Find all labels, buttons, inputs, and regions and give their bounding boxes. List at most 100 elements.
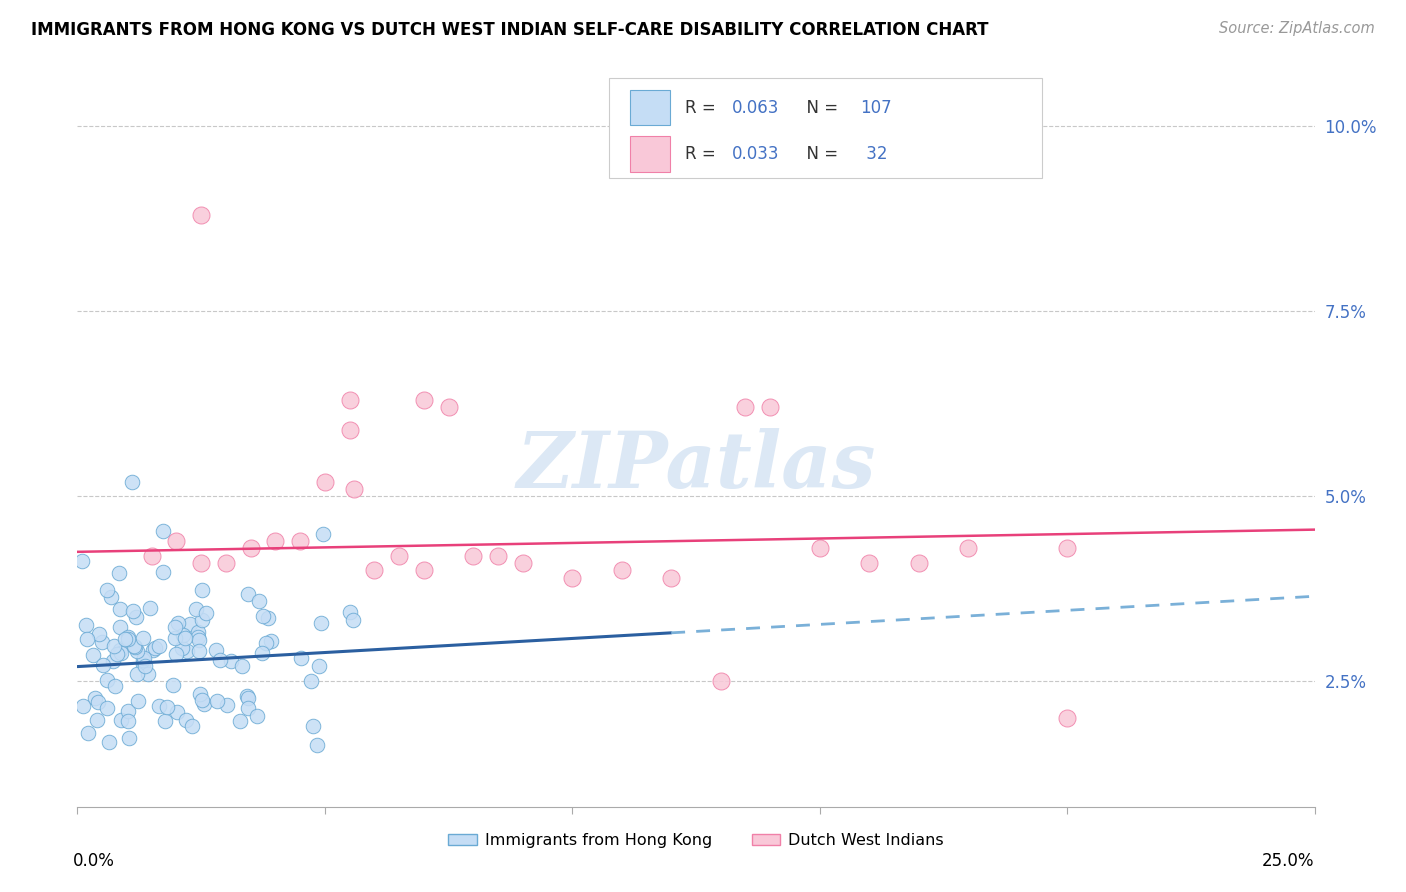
Point (288, 533, 311, 548)
Point (246, 709, 269, 723)
Point (388, 549, 411, 563)
Text: 107: 107 (860, 99, 893, 117)
Point (311, 615, 333, 630)
Point (254, 635, 277, 649)
Point (125, 667, 148, 681)
Point (186, 624, 208, 639)
Point (659, 571, 682, 585)
Point (301, 673, 323, 688)
Point (190, 687, 212, 701)
Point (174, 713, 197, 727)
Point (191, 582, 214, 597)
Legend: Immigrants from Hong Kong, Dutch West Indians: Immigrants from Hong Kong, Dutch West In… (441, 827, 950, 855)
Point (89, 626, 111, 640)
Text: 0.0%: 0.0% (72, 852, 114, 870)
Point (236, 587, 259, 601)
Point (314, 475, 336, 489)
Point (172, 641, 194, 656)
Point (143, 640, 166, 655)
Point (1056, 711, 1078, 725)
Point (132, 651, 155, 665)
Point (342, 613, 364, 627)
Point (808, 541, 831, 555)
Point (228, 714, 250, 728)
Point (132, 657, 155, 672)
Point (412, 392, 434, 407)
Point (117, 714, 139, 728)
Point (127, 694, 149, 708)
Point (82, 648, 104, 662)
Point (162, 678, 184, 692)
Point (125, 610, 148, 624)
Point (734, 401, 756, 415)
Point (117, 630, 139, 644)
Point (339, 423, 361, 437)
Point (260, 634, 283, 648)
Point (179, 617, 201, 632)
Point (118, 731, 141, 746)
Point (172, 628, 194, 642)
Text: 32: 32 (860, 145, 887, 163)
Point (87, 695, 110, 709)
Point (117, 705, 139, 719)
Text: IMMIGRANTS FROM HONG KONG VS DUTCH WEST INDIAN SELF-CARE DISABILITY CORRELATION : IMMIGRANTS FROM HONG KONG VS DUTCH WEST … (31, 21, 988, 38)
Point (134, 659, 156, 673)
Point (412, 563, 434, 577)
Text: N =: N = (796, 99, 844, 117)
Point (205, 694, 228, 708)
Text: Source: ZipAtlas.com: Source: ZipAtlas.com (1219, 21, 1375, 36)
Point (103, 639, 125, 653)
FancyBboxPatch shape (609, 78, 1042, 178)
Point (561, 571, 583, 585)
Point (236, 690, 259, 704)
Point (132, 631, 155, 645)
Point (957, 541, 980, 555)
Point (163, 631, 186, 645)
Point (176, 644, 198, 658)
Point (110, 646, 132, 660)
Point (148, 639, 170, 653)
Point (486, 549, 509, 563)
Point (907, 556, 929, 570)
Point (121, 475, 143, 489)
Bar (630, 90, 671, 126)
Point (153, 714, 176, 728)
Text: 25.0%: 25.0% (1263, 852, 1315, 870)
Point (110, 602, 132, 616)
Point (339, 392, 361, 407)
Point (1056, 541, 1078, 555)
Point (463, 549, 485, 563)
Point (96, 583, 118, 598)
Point (187, 630, 209, 644)
Point (339, 605, 361, 619)
Point (165, 620, 187, 634)
Point (204, 643, 226, 657)
Point (231, 659, 253, 673)
Point (247, 593, 270, 607)
Point (437, 401, 460, 415)
Point (91, 657, 114, 672)
Point (195, 607, 218, 621)
Text: R =: R = (685, 145, 721, 163)
Point (512, 556, 534, 570)
Point (100, 590, 122, 604)
Point (363, 563, 385, 577)
Point (110, 714, 132, 728)
Point (184, 602, 207, 616)
Point (188, 644, 211, 658)
Point (610, 563, 633, 577)
Point (209, 653, 232, 667)
Point (239, 541, 262, 555)
Text: 0.033: 0.033 (733, 145, 779, 163)
Point (136, 667, 159, 681)
Point (215, 698, 238, 712)
Point (181, 719, 204, 733)
Point (98, 735, 121, 749)
Point (108, 642, 131, 657)
Point (236, 691, 259, 706)
Point (166, 615, 188, 630)
Point (108, 619, 131, 633)
Point (72, 698, 94, 713)
Point (290, 650, 312, 665)
Point (139, 600, 162, 615)
